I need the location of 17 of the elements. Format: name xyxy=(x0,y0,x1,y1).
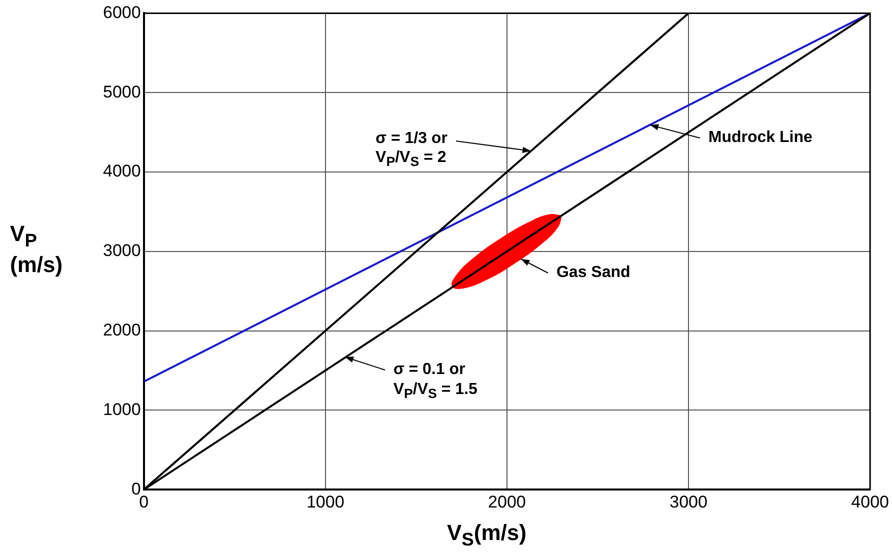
y-axis-title: V$_{P}$ (m/s) xyxy=(10,221,63,278)
y-tick-label: 5000 xyxy=(102,82,141,102)
y-tick-label: 3000 xyxy=(102,241,141,260)
x-tick-label: 4000 xyxy=(851,492,890,512)
x-tick-label: 3000 xyxy=(670,492,708,512)
y-tick-label: 6000 xyxy=(102,2,141,22)
x-tick-label: 2000 xyxy=(488,492,526,512)
annotation: Mudrock Line xyxy=(708,128,812,147)
annotation: Gas Sand xyxy=(556,262,630,282)
y-tick-label: 2000 xyxy=(102,320,141,340)
annotation: σ = 1/3 or V$_{P}$/V$_{S}$ = 2 xyxy=(376,128,448,170)
annotation: σ = 0.1 or V$_{P}$/V$_{S}$ = 1.5 xyxy=(393,360,478,402)
y-tick-label: 0 xyxy=(131,479,141,498)
x-tick-label: 1000 xyxy=(306,492,344,512)
y-tick-label: 1000 xyxy=(102,400,141,419)
y-tick-label: 4000 xyxy=(102,162,141,181)
x-axis-title: V$_{S}$(m/s) xyxy=(446,520,526,550)
